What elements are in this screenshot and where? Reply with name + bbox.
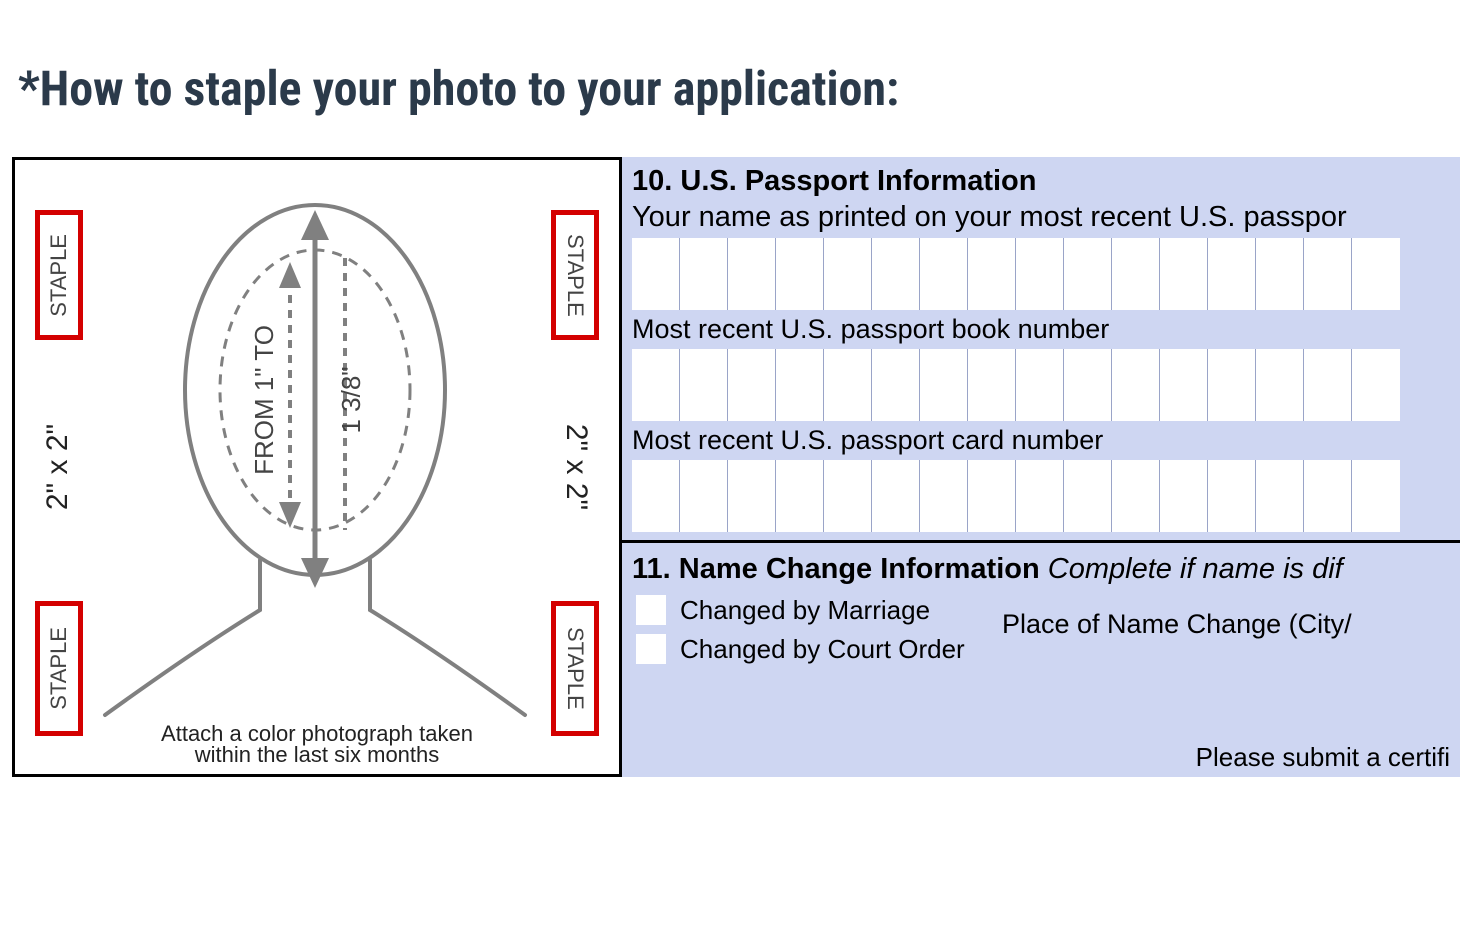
court-order-checkbox[interactable] — [636, 634, 666, 664]
name-input-cells[interactable] — [622, 238, 1460, 310]
input-cell[interactable] — [1208, 349, 1256, 421]
input-cell[interactable] — [824, 238, 872, 310]
place-of-change-label: Place of Name Change (City/ — [1002, 609, 1352, 640]
input-cell[interactable] — [968, 349, 1016, 421]
page-title: *How to staple your photo to your applic… — [18, 60, 1460, 117]
input-cell[interactable] — [632, 460, 680, 532]
input-cell[interactable] — [776, 460, 824, 532]
input-cell[interactable] — [872, 460, 920, 532]
head-outline-svg: FROM 1" TO 1 3/8" — [15, 160, 619, 774]
section-11-header: 11. Name Change Information Complete if … — [622, 543, 1460, 589]
input-cell[interactable] — [920, 460, 968, 532]
staple-marker-bottom-right: STAPLE — [551, 601, 599, 736]
book-number-label: Most recent U.S. passport book number — [622, 310, 1460, 349]
input-cell[interactable] — [1256, 349, 1304, 421]
input-cell[interactable] — [824, 349, 872, 421]
dimension-left: 2" x 2" — [41, 424, 75, 510]
one-three-eighths-text: 1 3/8" — [336, 366, 366, 433]
input-cell[interactable] — [680, 460, 728, 532]
input-cell[interactable] — [1304, 238, 1352, 310]
input-cell[interactable] — [968, 460, 1016, 532]
submit-note: Please submit a certifi — [1196, 742, 1450, 773]
card-number-cells[interactable] — [622, 460, 1460, 532]
input-cell[interactable] — [776, 349, 824, 421]
input-cell[interactable] — [1256, 460, 1304, 532]
from-to-text: FROM 1" TO — [249, 325, 279, 475]
input-cell[interactable] — [1064, 460, 1112, 532]
input-cell[interactable] — [1256, 238, 1304, 310]
court-label: Changed by Court Order — [680, 634, 965, 665]
input-cell[interactable] — [1064, 238, 1112, 310]
input-cell[interactable] — [1112, 460, 1160, 532]
input-cell[interactable] — [632, 349, 680, 421]
input-cell[interactable] — [1208, 238, 1256, 310]
input-cell[interactable] — [1352, 460, 1400, 532]
input-cell[interactable] — [968, 238, 1016, 310]
marriage-label: Changed by Marriage — [680, 595, 930, 626]
input-cell[interactable] — [824, 460, 872, 532]
dimension-right: 2" x 2" — [559, 424, 593, 510]
input-cell[interactable] — [1016, 238, 1064, 310]
input-cell[interactable] — [680, 349, 728, 421]
input-cell[interactable] — [1064, 349, 1112, 421]
input-cell[interactable] — [632, 238, 680, 310]
content-row: FROM 1" TO 1 3/8" STAPLE STAPLE STAPLE S… — [12, 157, 1460, 777]
input-cell[interactable] — [776, 238, 824, 310]
staple-marker-top-left: STAPLE — [35, 210, 83, 340]
input-cell[interactable] — [1352, 349, 1400, 421]
input-cell[interactable] — [728, 238, 776, 310]
input-cell[interactable] — [1304, 349, 1352, 421]
book-number-cells[interactable] — [622, 349, 1460, 421]
input-cell[interactable] — [1304, 460, 1352, 532]
photo-diagram-box: FROM 1" TO 1 3/8" STAPLE STAPLE STAPLE S… — [12, 157, 622, 777]
input-cell[interactable] — [920, 349, 968, 421]
staple-marker-top-right: STAPLE — [551, 210, 599, 340]
input-cell[interactable] — [920, 238, 968, 310]
input-cell[interactable] — [680, 238, 728, 310]
input-cell[interactable] — [1160, 349, 1208, 421]
input-cell[interactable] — [728, 460, 776, 532]
marriage-checkbox[interactable] — [636, 595, 666, 625]
section-10-header: 10. U.S. Passport Information Your name … — [622, 157, 1460, 238]
photo-caption: Attach a color photograph taken within t… — [117, 724, 517, 766]
input-cell[interactable] — [1016, 460, 1064, 532]
input-cell[interactable] — [1352, 238, 1400, 310]
input-cell[interactable] — [1112, 238, 1160, 310]
input-cell[interactable] — [872, 349, 920, 421]
form-panel: 10. U.S. Passport Information Your name … — [622, 157, 1460, 777]
input-cell[interactable] — [1016, 349, 1064, 421]
staple-marker-bottom-left: STAPLE — [35, 601, 83, 736]
input-cell[interactable] — [1160, 238, 1208, 310]
input-cell[interactable] — [1208, 460, 1256, 532]
card-number-label: Most recent U.S. passport card number — [622, 421, 1460, 460]
input-cell[interactable] — [1112, 349, 1160, 421]
input-cell[interactable] — [872, 238, 920, 310]
input-cell[interactable] — [1160, 460, 1208, 532]
input-cell[interactable] — [728, 349, 776, 421]
